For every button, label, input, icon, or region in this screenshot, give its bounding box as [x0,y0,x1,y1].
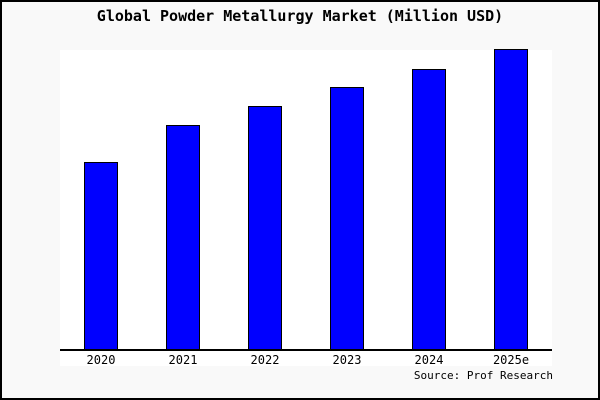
plot-area [60,50,552,366]
bar-2023 [330,87,364,350]
x-axis-line [60,349,552,351]
bar-2021 [166,125,200,350]
bar-2020 [84,162,118,350]
x-tick-label-2023: 2023 [332,353,362,367]
bar-2022 [248,106,282,350]
chart-title: Global Powder Metallurgy Market (Million… [96,7,504,25]
x-tick-label-2024: 2024 [414,353,444,367]
x-tick-label-2022: 2022 [250,353,280,367]
x-tick-label-2025e: 2025e [492,353,530,367]
x-tick-label-2020: 2020 [86,353,116,367]
x-tick-label-2021: 2021 [168,353,198,367]
bar-2025e [494,49,528,350]
bar-2024 [412,69,446,350]
source-credit: Source: Prof Research [413,369,553,382]
